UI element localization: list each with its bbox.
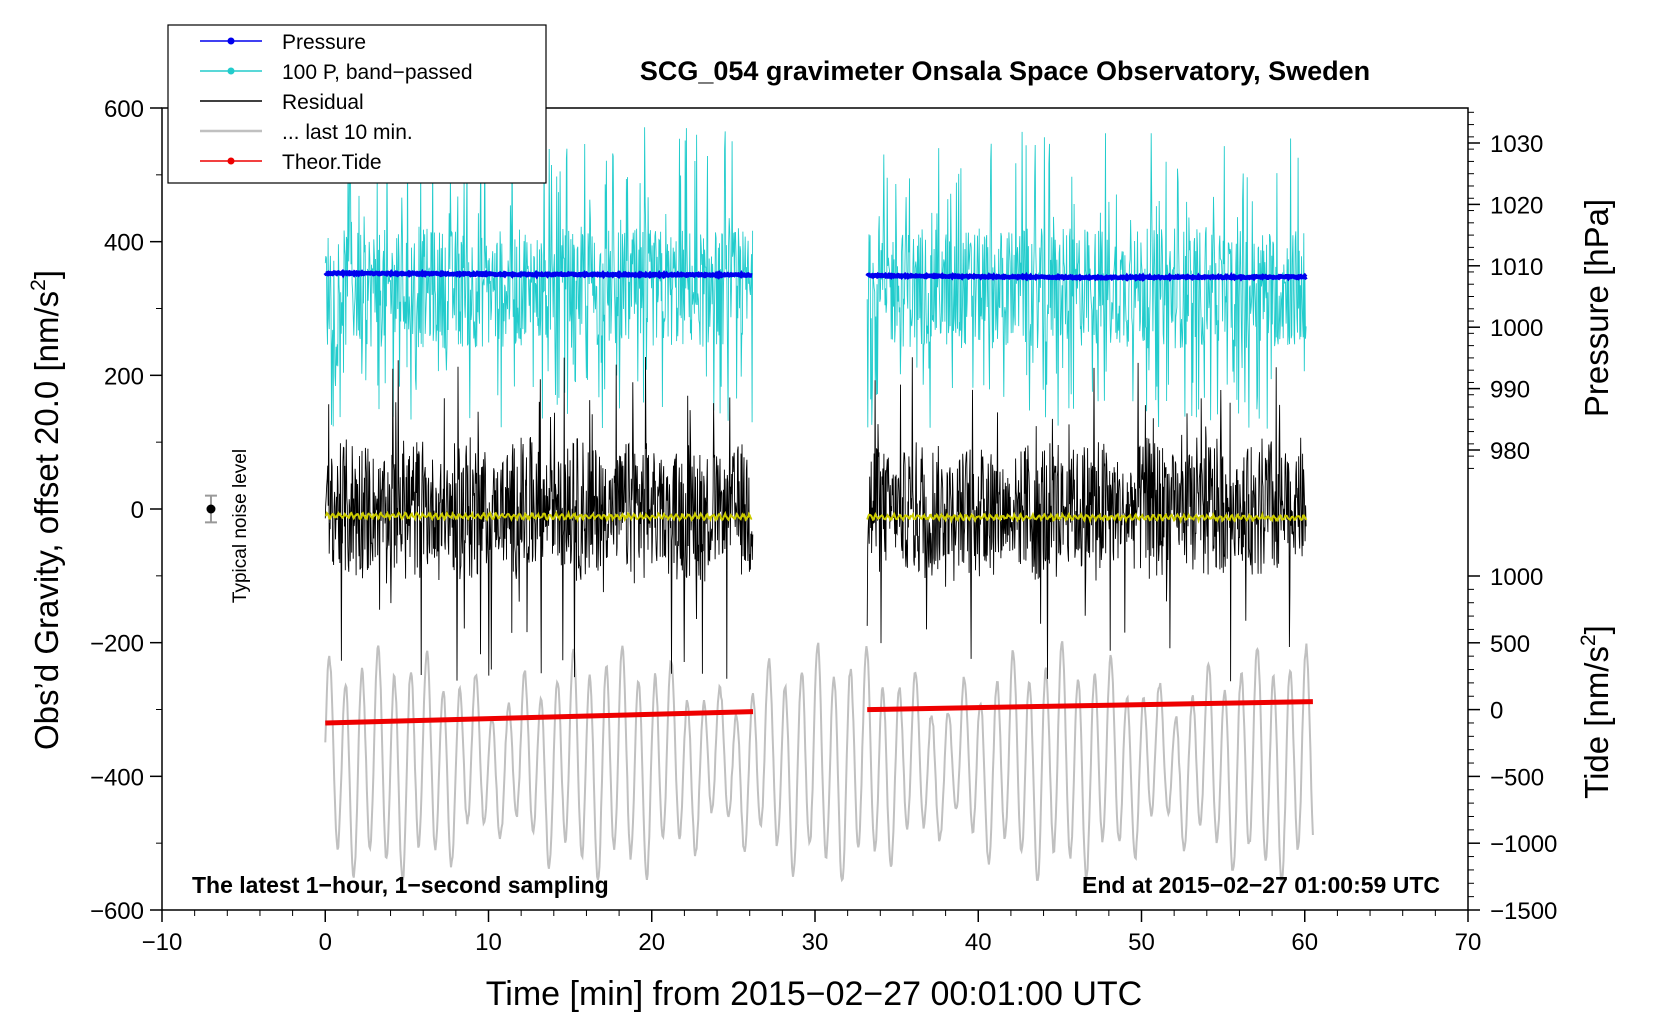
y-axis-label-gravity: Obs’d Gravity, offset 20.0 [nm/s2]	[27, 270, 65, 750]
bandpassed-pressure-series	[324, 127, 1307, 429]
residual-line	[866, 357, 1307, 682]
legend-label: 100 P, band−passed	[282, 61, 473, 84]
pressure-tick-label: 990	[1490, 377, 1530, 404]
x-tick-label: 20	[638, 929, 665, 956]
legend-label: Theor.Tide	[282, 151, 382, 174]
tide-series	[325, 699, 1313, 726]
bandpassed-pressure-line	[866, 131, 1307, 429]
pressure-line	[323, 268, 753, 280]
y-axis-gravity: −600 −400 −200 0 200 400 600	[90, 96, 162, 925]
tide-tick-label: −500	[1490, 764, 1544, 791]
annotation-left: The latest 1−hour, 1−second sampling	[192, 872, 609, 898]
y-tick-label: 200	[104, 363, 144, 390]
last-10-min-series	[324, 641, 1314, 883]
x-tick-label: 50	[1128, 929, 1155, 956]
x-tick-label: 60	[1291, 929, 1318, 956]
tide-tick-label: 1000	[1490, 564, 1543, 591]
y-axis-tide: −1500 −1000 −500 0 500 1000	[1468, 564, 1557, 925]
x-axis: −10 0 10 20 30 40 50 60 70	[142, 910, 1482, 956]
y-axis-label-tide-sup: 2	[1577, 634, 1600, 646]
y-axis-label-gravity-text: Obs’d Gravity, offset 20.0 [nm/s	[28, 291, 65, 750]
x-tick-label: 40	[965, 929, 992, 956]
y-tick-label: −400	[90, 764, 144, 791]
noise-level-label: Typical noise level	[230, 449, 251, 603]
y-axis-pressure: 980 990 1000 1010 1020 1030	[1468, 111, 1543, 469]
legend-box	[167, 24, 547, 184]
tide-tick-label: −1000	[1490, 831, 1557, 858]
y-tick-label: 0	[131, 497, 144, 524]
tide-tick-label: −1500	[1490, 898, 1557, 925]
y-axis-label-tide: Tide [nm/s2]	[1577, 625, 1615, 799]
y-tick-label: 400	[104, 230, 144, 257]
pressure-tick-label: 1010	[1490, 254, 1543, 281]
legend-dot	[227, 67, 235, 75]
tide-tick-label: 0	[1490, 698, 1503, 725]
pressure-series	[323, 268, 1308, 282]
y-tick-label: 600	[104, 96, 144, 123]
legend-label: Residual	[282, 91, 364, 114]
residual-smoothed-line	[866, 510, 1308, 525]
bandpassed-pressure-line	[324, 127, 754, 429]
x-tick-label: 30	[802, 929, 829, 956]
annotation-right: End at 2015−02−27 01:00:59 UTC	[1082, 872, 1440, 898]
pressure-tick-label: 1020	[1490, 192, 1543, 219]
pressure-tick-label: 980	[1490, 438, 1530, 465]
legend-label: ... last 10 min.	[282, 121, 413, 144]
x-tick-label: −10	[142, 929, 183, 956]
pressure-line	[865, 271, 1308, 282]
residual-smoothed-series	[325, 509, 1308, 525]
y-axis-label-pressure: Pressure [hPa]	[1578, 199, 1615, 417]
legend-dot	[227, 157, 235, 165]
y-tick-label: −600	[90, 898, 144, 925]
x-axis-label: Time [min] from 2015−02−27 00:01:00 UTC	[486, 975, 1142, 1013]
pressure-tick-label: 1030	[1490, 131, 1543, 158]
y-axis-label-gravity-end: ]	[28, 270, 65, 279]
x-tick-label: 0	[319, 929, 332, 956]
y-axis-label-tide-end: ]	[1578, 625, 1615, 634]
y-axis-label-tide-text: Tide [nm/s	[1578, 646, 1615, 799]
tide-line	[325, 709, 754, 726]
pressure-tick-label: 1000	[1490, 315, 1543, 342]
tide-line	[867, 699, 1313, 713]
legend: Pressure 100 P, band−passed Residual ... la…	[167, 24, 547, 184]
x-tick-label: 70	[1455, 929, 1482, 956]
tide-tick-label: 500	[1490, 631, 1530, 658]
y-axis-label-gravity-sup: 2	[27, 279, 50, 291]
noise-dot	[206, 504, 216, 514]
legend-dot	[227, 37, 235, 45]
y-tick-label: −200	[90, 631, 144, 658]
last-10-min-line	[324, 641, 1314, 883]
x-tick-label: 10	[475, 929, 502, 956]
chart-title: SCG_054 gravimeter Onsala Space Observat…	[640, 56, 1370, 86]
noise-level-marker	[204, 494, 217, 524]
residual-smoothed-line	[325, 509, 753, 524]
legend-label: Pressure	[282, 31, 366, 54]
